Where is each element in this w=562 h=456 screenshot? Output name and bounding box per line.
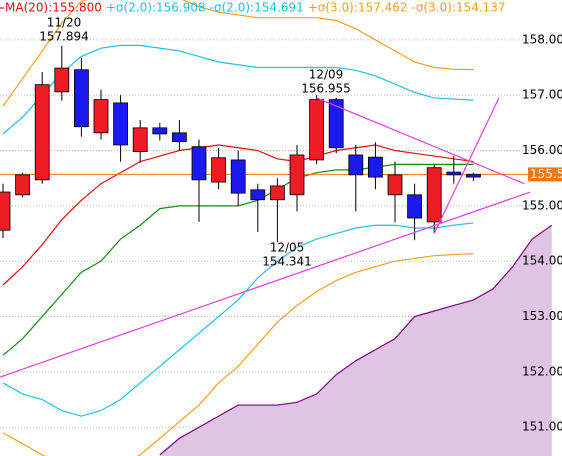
candle-body	[250, 189, 266, 201]
candle-body	[0, 191, 11, 231]
candle-body	[171, 132, 187, 143]
legend-label: +σ(3.0):157.462	[308, 1, 408, 15]
candle-body	[93, 99, 109, 134]
candle-body	[367, 156, 383, 178]
candle-body	[348, 154, 364, 176]
legend-label: +σ(2.0):156.908	[106, 1, 206, 15]
candle-body	[15, 174, 31, 196]
candle-body	[289, 154, 305, 196]
candle-body	[54, 67, 70, 93]
candle-body	[113, 102, 128, 146]
candle-body	[309, 99, 325, 161]
candle-body	[426, 167, 442, 223]
candle-body	[387, 174, 403, 196]
indicator-line	[2, 222, 474, 417]
annotation: 12/05	[270, 241, 305, 255]
indicator-line	[2, 0, 474, 107]
indicator-line	[2, 44, 474, 135]
y-tick-label: 156.000	[522, 143, 562, 157]
candle-body	[269, 185, 285, 201]
last-price-label: 155.568	[530, 167, 562, 181]
candle-body	[132, 127, 148, 153]
trendline	[0, 191, 531, 378]
indicator-line	[2, 253, 474, 456]
candle-body	[407, 194, 423, 219]
trendline	[316, 97, 525, 185]
candle-body	[465, 173, 481, 178]
annotation: 156.955	[301, 82, 351, 96]
y-tick-label: 157.000	[522, 88, 562, 102]
y-tick-label: 152.000	[522, 364, 562, 378]
candle-body	[328, 99, 344, 149]
legend-label: MA(20):155.800	[5, 1, 102, 15]
y-tick-label: 158.000	[522, 32, 562, 46]
y-tick-label: 153.000	[522, 309, 562, 323]
candle-body	[34, 84, 50, 181]
annotation: 12/09	[309, 68, 344, 82]
legend-label: -σ(2.0):154.691	[210, 1, 304, 15]
legend-label: -σ(3.0):154.137	[412, 1, 506, 15]
y-tick-label: 154.000	[522, 254, 562, 268]
trendline	[433, 97, 500, 234]
y-tick-label: 155.000	[522, 198, 562, 212]
last-price-tag	[528, 167, 562, 182]
y-tick-label: 151.000	[522, 420, 562, 434]
candle-body	[211, 157, 227, 183]
cloud-edge	[159, 224, 553, 456]
candle-body	[446, 171, 462, 176]
annotation: 11/20	[47, 16, 82, 30]
annotation: 154.341	[262, 255, 312, 269]
annotation: 157.894	[39, 30, 89, 44]
indicator-line	[2, 144, 474, 286]
candle-body	[191, 146, 207, 181]
candle-body	[152, 127, 168, 135]
candle-body	[74, 69, 89, 128]
cloud-area	[159, 225, 552, 456]
candle-body	[230, 159, 246, 194]
